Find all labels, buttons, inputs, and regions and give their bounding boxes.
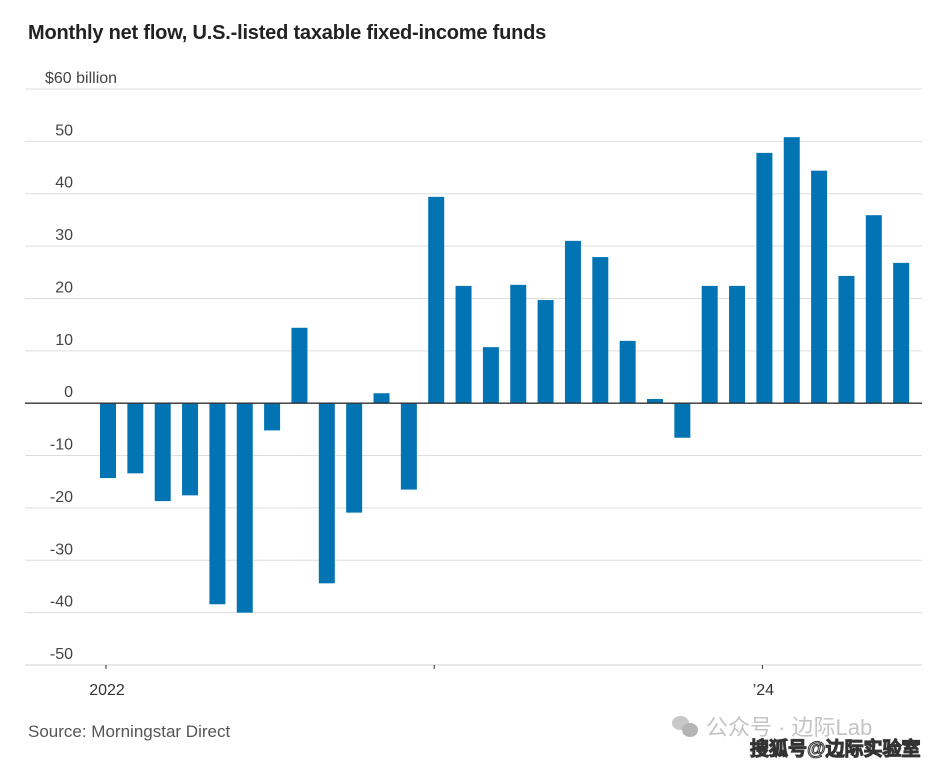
chart-title: Monthly net flow, U.S.-listed taxable fi…: [28, 22, 547, 44]
x-tick-label: ’24: [753, 682, 774, 699]
y-tick-label: 10: [55, 332, 73, 349]
y-tick-label: -10: [50, 437, 73, 454]
bar: [647, 398, 663, 404]
bar: [701, 285, 718, 404]
bar: [100, 403, 116, 479]
bar: [592, 257, 609, 404]
bar: [537, 300, 554, 404]
bar: [291, 327, 308, 404]
y-tick-label: 20: [55, 279, 73, 296]
bar: [373, 393, 390, 404]
bars: [100, 137, 910, 613]
bar: [182, 403, 199, 496]
bar: [811, 170, 828, 404]
bar: [838, 275, 855, 404]
y-tick-label: -20: [50, 489, 73, 506]
source-note: Source: Morningstar Direct: [28, 722, 231, 741]
bar: [318, 403, 335, 584]
y-axis-labels: $60 billion 50 40 30 20 10 0 -10 -20 -30 -40 -50: [45, 70, 117, 663]
x-axis: 2022 ’24: [25, 402, 922, 699]
x-tick-label: 2022: [89, 682, 125, 699]
bar: [865, 215, 882, 404]
watermark-sohu: 搜狐号@边际实验室: [750, 739, 922, 761]
y-tick-label: 30: [55, 227, 73, 244]
bar: [154, 403, 171, 502]
bar: [455, 285, 472, 404]
y-tick-label: 40: [55, 175, 73, 192]
bar: [729, 285, 746, 404]
bar: [756, 152, 773, 404]
bar: [783, 137, 800, 404]
y-tick-label: -50: [50, 646, 73, 663]
bar: [236, 403, 253, 613]
bar: [482, 347, 499, 404]
bar: [674, 403, 691, 438]
y-tick-label: 0: [64, 384, 73, 401]
bar: [619, 340, 636, 404]
bar: [346, 403, 363, 513]
y-tick-label: $60 billion: [45, 70, 117, 87]
wechat-icon: [672, 716, 700, 738]
bar: [264, 403, 281, 431]
watermark-wechat: 公众号 · 边际Lab: [672, 710, 872, 742]
bar: [893, 262, 910, 404]
y-tick-label: -40: [50, 594, 73, 611]
bar: [564, 240, 581, 404]
y-tick-label: 50: [55, 122, 73, 139]
bar: [400, 403, 417, 490]
y-tick-label: -30: [50, 541, 73, 558]
watermark-text: 公众号 · 边际Lab: [706, 715, 873, 740]
bar: [209, 403, 226, 605]
bar: [127, 403, 144, 474]
bar: [510, 284, 527, 404]
bar: [428, 196, 445, 404]
